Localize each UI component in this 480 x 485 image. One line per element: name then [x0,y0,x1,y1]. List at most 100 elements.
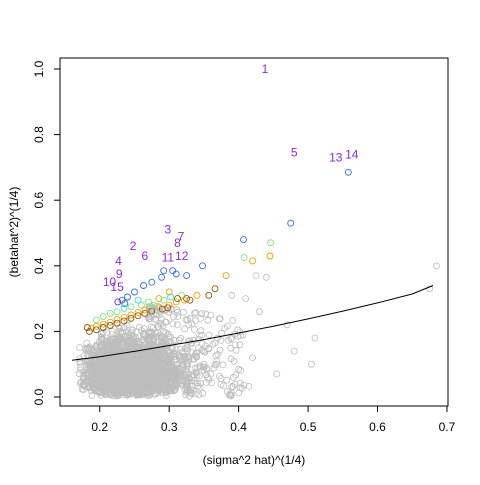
data-point [133,358,141,366]
point-label: 12 [175,249,189,263]
data-point [202,379,210,386]
data-point [192,317,199,324]
highlighted-point [83,324,91,331]
data-point [159,375,167,383]
data-point [178,349,186,357]
data-point [145,366,153,374]
data-point [88,352,96,359]
data-point [170,313,177,321]
data-point [212,352,220,360]
data-point [115,333,123,341]
highlighted-point [113,316,121,324]
data-point [199,389,207,397]
data-point [273,370,281,378]
data-point [172,383,180,391]
data-point [229,383,237,391]
data-point [308,360,315,368]
data-point [147,330,155,338]
data-point [133,375,141,383]
data-point [108,327,116,335]
data-point [256,308,263,316]
data-point [110,389,118,397]
highlighted-point [106,322,114,329]
data-point [229,316,237,324]
data-point [203,366,211,374]
point-label: 5 [291,146,298,160]
x-tick-label: 0.7 [439,420,456,434]
highlighted-point [287,219,295,227]
data-point [88,392,96,399]
highlighted-point [134,308,142,316]
data-point [193,364,201,372]
data-point [80,382,88,390]
data-point [169,320,177,328]
data-point [190,355,198,363]
data-point [149,355,156,363]
highlighted-point [158,273,166,281]
highlighted-point [131,288,138,296]
data-point [232,371,240,379]
data-point [76,344,84,352]
highlighted-point [92,326,100,334]
data-point [150,343,158,351]
data-point [168,343,176,351]
highlighted-points-layer [83,168,352,335]
highlighted-point [120,304,128,312]
highlighted-point [160,267,168,275]
data-point [186,392,193,400]
data-point [249,354,256,362]
point-label: 2 [130,239,137,253]
data-point [179,360,186,368]
data-point [135,323,143,331]
data-point [168,381,176,389]
data-point [235,389,243,397]
data-point [200,360,208,368]
y-axis: 0.0 0.2 0.4 0.6 0.8 1.0 [32,60,61,405]
data-point [163,353,171,361]
point-label: 15 [110,280,124,294]
data-point [207,311,215,319]
y-tick-label: 0.8 [32,126,46,143]
data-point [213,357,221,365]
highlighted-point [165,288,173,296]
data-point [104,343,112,351]
data-point [186,314,194,322]
data-point [205,344,213,352]
data-point [191,309,199,317]
data-point [124,375,132,383]
highlighted-point [121,300,129,307]
data-point [262,273,270,281]
data-point [102,384,110,392]
point-label: 6 [142,249,149,263]
data-point [183,343,191,351]
data-point [188,339,196,347]
data-point [223,376,231,384]
highlighted-point [99,320,107,328]
data-point [133,355,141,363]
data-point [132,328,140,336]
data-point [227,391,235,399]
highlighted-point [266,252,274,260]
data-point [80,386,87,394]
data-point [204,316,212,324]
data-point [214,350,222,358]
data-point [182,316,190,324]
highlighted-point [186,296,194,304]
data-point [198,310,206,318]
highlighted-point [120,313,128,321]
data-point [240,381,248,389]
data-point [164,330,172,338]
x-axis: 0.2 0.3 0.4 0.5 0.6 0.7 [91,405,456,434]
highlighted-point [183,272,191,280]
data-point [152,311,160,319]
highlighted-point [113,308,121,316]
x-tick-label: 0.5 [300,420,317,434]
data-point [99,328,107,336]
highlighted-point [92,316,100,324]
highlighted-point [140,282,147,289]
data-point [76,359,84,367]
data-point [130,374,138,382]
data-point [184,381,191,389]
data-point [75,370,83,378]
data-point [147,333,155,341]
